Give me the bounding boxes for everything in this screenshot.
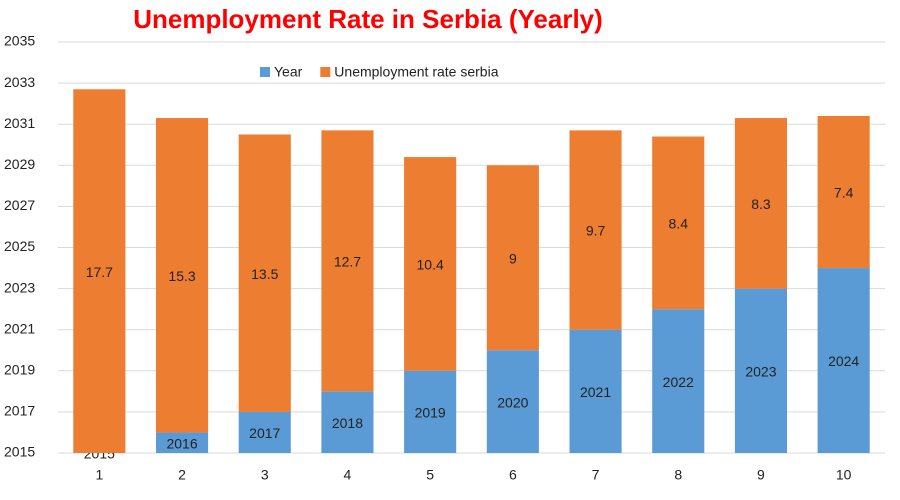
bar-segment — [817, 268, 870, 453]
data-label: 2021 — [580, 384, 611, 400]
y-tick-label: 2033 — [4, 74, 35, 90]
y-tick-label: 2015 — [4, 444, 35, 460]
data-label: 7.4 — [834, 185, 854, 201]
data-label: 13.5 — [251, 266, 278, 282]
legend-label: Unemployment rate serbia — [334, 64, 498, 80]
bar-segment — [238, 411, 291, 453]
x-tick-label: 2 — [178, 467, 186, 483]
data-label: 8.4 — [669, 216, 689, 232]
data-label: 12.7 — [334, 254, 361, 270]
data-label: 2020 — [497, 394, 528, 410]
data-label: 2017 — [249, 425, 280, 441]
data-label: 2024 — [828, 353, 859, 369]
y-tick-label: 2023 — [4, 279, 35, 295]
chart-title: Unemployment Rate in Serbia (Yearly) — [133, 4, 603, 34]
legend-swatch — [260, 67, 270, 77]
bar-segment — [734, 118, 788, 289]
bar-segment — [155, 118, 209, 433]
bar-segment — [652, 136, 705, 310]
bar-segment — [569, 329, 622, 453]
legend-swatch — [320, 67, 331, 77]
bar-segment — [734, 288, 788, 453]
data-label: 2018 — [332, 415, 363, 431]
y-tick-label: 2029 — [4, 156, 35, 172]
bar-segment — [73, 89, 126, 453]
x-tick-label: 4 — [344, 467, 352, 483]
bar-segment — [155, 432, 209, 453]
data-label: 15.3 — [168, 268, 195, 284]
data-label: 10.4 — [417, 257, 444, 273]
bar-segment — [652, 309, 705, 453]
x-tick-label: 5 — [426, 467, 434, 483]
x-tick-label: 8 — [674, 467, 682, 483]
y-tick-label: 2019 — [4, 362, 35, 378]
data-label: 2019 — [415, 405, 446, 421]
data-label: 9.7 — [586, 223, 606, 239]
data-label: 9 — [509, 250, 517, 266]
y-tick-label: 2017 — [4, 403, 35, 419]
data-label: 17.7 — [86, 264, 113, 280]
bar-segment — [486, 165, 539, 351]
bar-segment — [569, 130, 622, 330]
bar-segment — [486, 350, 539, 453]
x-tick-label: 10 — [836, 467, 852, 483]
y-tick-label: 2025 — [4, 238, 35, 254]
bar-segment — [817, 115, 870, 269]
bar-segment — [404, 157, 457, 371]
y-tick-label: 2035 — [4, 33, 35, 49]
bar-segment — [404, 370, 457, 453]
bar-segment — [321, 391, 374, 453]
data-label: 2023 — [745, 364, 776, 380]
y-tick-label: 2027 — [4, 197, 35, 213]
legend-label: Year — [274, 64, 303, 80]
y-tick-label: 2031 — [4, 115, 35, 131]
data-label: 2022 — [663, 374, 694, 390]
data-label: 8.3 — [751, 196, 771, 212]
data-label: 2016 — [166, 435, 197, 451]
x-tick-label: 3 — [261, 467, 269, 483]
x-tick-label: 1 — [95, 467, 103, 483]
x-tick-label: 7 — [592, 467, 600, 483]
bar-segment — [238, 134, 291, 412]
bar-segment — [321, 130, 374, 392]
x-tick-label: 6 — [509, 467, 517, 483]
y-tick-label: 2021 — [4, 320, 35, 336]
x-tick-label: 9 — [757, 467, 765, 483]
